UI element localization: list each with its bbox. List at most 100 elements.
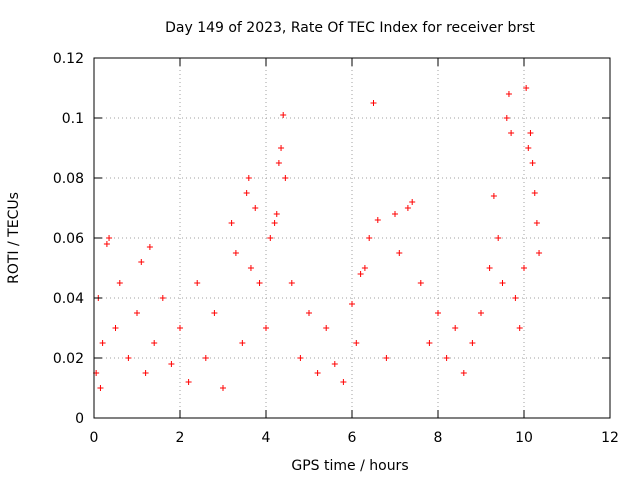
data-point xyxy=(404,205,411,211)
data-point xyxy=(280,112,287,118)
data-point xyxy=(177,325,183,331)
data-point xyxy=(435,310,441,316)
data-point xyxy=(106,235,113,241)
data-point xyxy=(331,361,338,367)
data-point xyxy=(297,355,304,361)
x-tick-label: 6 xyxy=(348,430,357,446)
data-point xyxy=(512,295,519,301)
data-point xyxy=(134,310,140,316)
data-point xyxy=(516,325,523,331)
data-point xyxy=(228,220,235,226)
data-point xyxy=(263,325,269,331)
y-tick-label: 0 xyxy=(75,411,84,427)
data-point xyxy=(247,265,254,271)
y-tick-label: 0.1 xyxy=(62,111,84,127)
data-point xyxy=(99,340,106,346)
data-point xyxy=(271,220,278,226)
x-tick-label: 12 xyxy=(601,430,619,446)
data-point xyxy=(443,355,450,361)
data-point xyxy=(426,340,433,346)
data-point xyxy=(499,280,506,286)
data-point xyxy=(357,271,364,277)
data-point xyxy=(267,235,274,241)
data-point xyxy=(116,280,123,286)
data-point xyxy=(525,145,532,151)
data-point xyxy=(273,211,280,217)
y-tick-label: 0.04 xyxy=(53,291,84,307)
data-point xyxy=(417,280,424,286)
data-point xyxy=(536,250,543,256)
data-point xyxy=(278,145,285,151)
data-point xyxy=(505,91,512,97)
data-point xyxy=(220,385,226,391)
data-point xyxy=(495,235,502,241)
data-point xyxy=(185,379,192,385)
data-point xyxy=(103,241,110,247)
data-point xyxy=(314,370,321,376)
data-point xyxy=(523,85,530,91)
data-point xyxy=(340,379,347,385)
grid-lines xyxy=(94,58,610,418)
data-point xyxy=(503,115,510,121)
axis-ticks xyxy=(93,57,611,419)
x-tick-label: 10 xyxy=(515,430,533,446)
x-tick-label: 0 xyxy=(90,430,99,446)
data-point xyxy=(409,199,416,205)
x-tick-label: 4 xyxy=(262,430,271,446)
data-point xyxy=(256,280,263,286)
data-point xyxy=(370,100,377,106)
data-point xyxy=(353,340,360,346)
y-tick-label: 0.08 xyxy=(53,171,84,187)
data-point xyxy=(245,175,252,181)
tick-labels: 0 2 4 6 8 10 12 0 0.02 0.04 0.06 0.08 0.1 0.12 xyxy=(53,51,619,446)
data-point xyxy=(349,301,355,307)
data-point xyxy=(527,130,534,136)
data-point xyxy=(202,355,209,361)
data-point xyxy=(125,355,132,361)
data-point xyxy=(282,175,289,181)
data-point xyxy=(486,265,493,271)
data-point xyxy=(460,370,467,376)
data-point xyxy=(146,244,153,250)
data-point xyxy=(508,130,515,136)
chart-title: Day 149 of 2023, Rate Of TEC Index for r… xyxy=(165,20,535,36)
data-point xyxy=(159,295,166,301)
data-point xyxy=(142,370,149,376)
data-point xyxy=(288,280,295,286)
y-tick-label: 0.12 xyxy=(53,51,84,67)
data-point xyxy=(452,325,459,331)
data-point xyxy=(323,325,330,331)
data-point xyxy=(529,160,536,166)
data-point xyxy=(478,310,484,316)
data-point xyxy=(138,259,145,265)
data-point xyxy=(533,220,540,226)
data-point xyxy=(361,265,368,271)
x-tick-label: 2 xyxy=(176,430,185,446)
data-point xyxy=(531,190,538,196)
data-point xyxy=(252,205,259,211)
data-point xyxy=(243,190,250,196)
data-point xyxy=(306,310,312,316)
data-point xyxy=(366,235,373,241)
data-point xyxy=(490,193,497,199)
y-tick-label: 0.02 xyxy=(53,351,84,367)
data-point xyxy=(194,280,201,286)
y-axis-label: ROTI / TECUs xyxy=(6,192,22,284)
data-point xyxy=(396,250,403,256)
data-point xyxy=(168,361,175,367)
data-point xyxy=(151,340,158,346)
y-tick-label: 0.06 xyxy=(53,231,84,247)
x-axis-label: GPS time / hours xyxy=(291,458,408,474)
data-point xyxy=(383,355,390,361)
data-point xyxy=(275,160,282,166)
data-point xyxy=(392,211,398,217)
data-point xyxy=(521,265,527,271)
data-point xyxy=(232,250,239,256)
data-points xyxy=(93,85,543,391)
x-tick-label: 8 xyxy=(434,430,443,446)
data-point xyxy=(374,217,381,223)
data-point xyxy=(469,340,476,346)
data-point xyxy=(97,385,104,391)
